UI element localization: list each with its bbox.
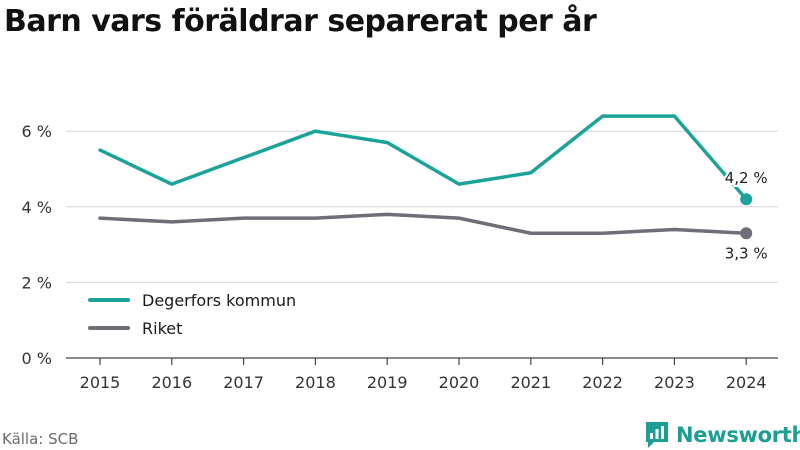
x-tick-label: 2023 (654, 373, 695, 392)
legend-label: Riket (142, 319, 182, 338)
newsworthy-logo-icon (646, 422, 668, 448)
legend-label: Degerfors kommun (142, 291, 296, 310)
series-end-point (740, 193, 753, 206)
series-end-point (740, 227, 753, 240)
x-tick-label: 2021 (510, 373, 551, 392)
x-tick-label: 2020 (439, 373, 480, 392)
x-tick-label: 2018 (295, 373, 336, 392)
x-tick-label: 2015 (80, 373, 121, 392)
y-tick-label: 0 % (22, 349, 52, 368)
y-tick-label: 2 % (22, 273, 52, 292)
y-tick-label: 6 % (22, 122, 52, 141)
brand-name: Newsworthy (676, 423, 800, 447)
series-end-label: 4,2 % (725, 169, 768, 187)
x-tick-label: 2016 (151, 373, 192, 392)
x-tick-label: 2017 (223, 373, 264, 392)
y-tick-label: 4 % (22, 198, 52, 217)
chart-title: Barn vars föräldrar separerat per år (4, 4, 597, 39)
x-tick-label: 2024 (726, 373, 767, 392)
brand-logo: Newsworthy (644, 420, 800, 450)
source-note: Källa: SCB (2, 430, 79, 448)
series-line (98, 212, 748, 236)
x-tick-label: 2022 (582, 373, 623, 392)
series-end-label: 3,3 % (725, 244, 768, 262)
series-line (98, 114, 748, 201)
x-tick-label: 2019 (367, 373, 408, 392)
